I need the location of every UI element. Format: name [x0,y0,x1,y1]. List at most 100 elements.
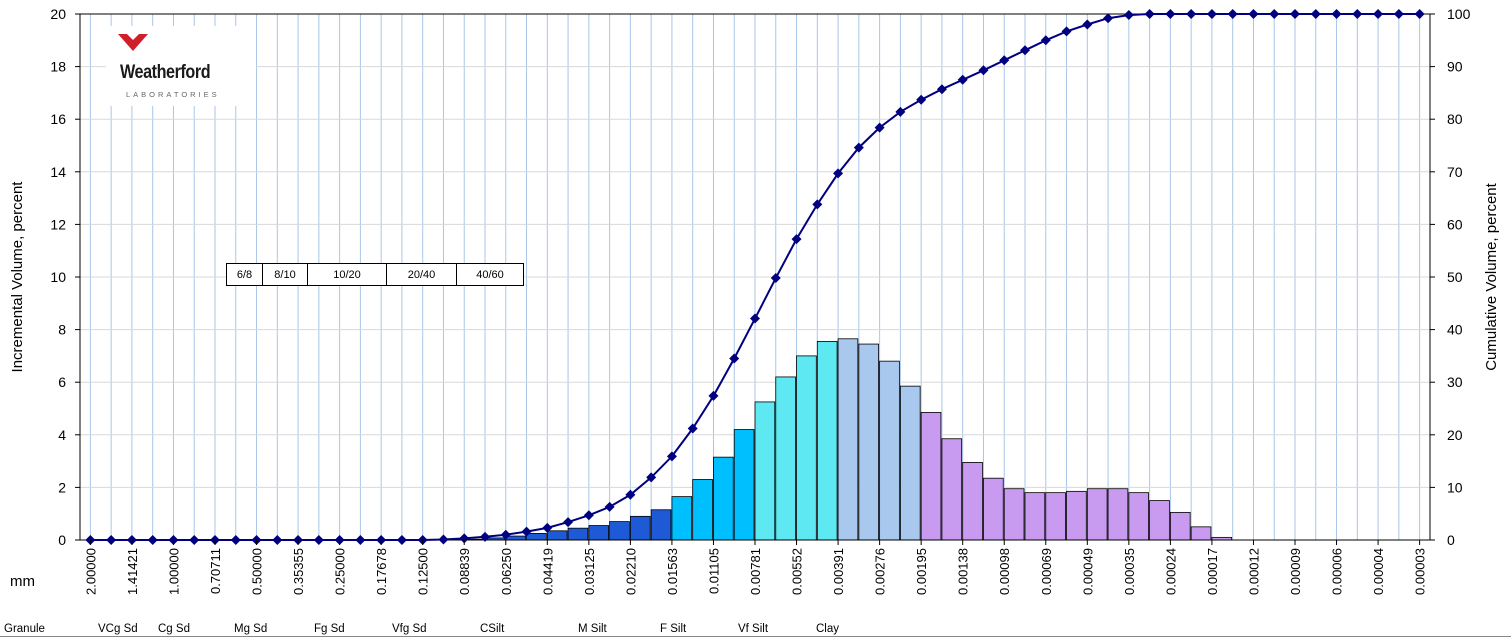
cumulative-point [812,199,823,210]
bar [1086,488,1108,541]
x-tick-label: 0.00017 [1205,548,1220,595]
cumulative-point [563,517,574,528]
cumulative-point [1248,9,1259,19]
x-tick-label: 0.17678 [374,548,389,595]
mesh-box-6-8: 6/8 [226,263,263,286]
x-tick-label: 0.00003 [1413,548,1428,595]
cumulative-point [106,535,117,545]
bar [671,496,693,541]
x-tick-label: 0.04419 [540,548,555,595]
weatherford-logo: Weatherford LABORATORIES [106,26,256,106]
y2-tick-label: 100 [1447,6,1471,22]
mesh-box-8-10: 8/10 [262,263,308,286]
size-class-label: Clay [816,623,839,635]
y2-tick-label: 30 [1447,374,1463,390]
bottom-divider [0,636,1511,637]
x-tick-label: 1.41421 [125,548,140,595]
bar [1024,492,1046,541]
y2-tick-label: 40 [1447,322,1463,338]
x-tick-label: 0.00004 [1371,548,1386,595]
size-class-label: F Silt [660,623,687,635]
bar [1003,488,1025,541]
cumulative-point [147,535,158,545]
x-tick-label: 0.00276 [873,548,888,595]
logo-subtitle: LABORATORIES [126,90,220,99]
size-class-label: Cg Sd [158,623,190,635]
size-class-label: Vf Silt [738,623,769,635]
bar [1045,492,1066,541]
cumulative-point [978,65,989,76]
cumulative-point [1352,9,1363,19]
bar [1190,526,1212,541]
cumulative-point [542,522,553,533]
cumulative-point [957,74,968,85]
bar [733,429,755,541]
y-tick-label: 6 [58,374,66,390]
x-tick-label: 0.06250 [499,548,514,595]
cumulative-point [916,94,927,105]
cumulative-point [313,535,324,545]
bar [713,456,734,541]
bar [816,341,838,541]
cumulative-point [500,529,511,540]
cumulative-point [646,472,657,483]
bar [650,509,672,541]
x-tick-label: 0.00035 [1122,548,1137,595]
cumulative-point [396,535,407,545]
cumulative-point [272,535,283,545]
y2-tick-label: 90 [1447,59,1463,75]
y2-tick-label: 60 [1447,216,1463,232]
bar [1107,488,1129,541]
x-tick-label: 0.25000 [333,548,348,595]
y-tick-label: 14 [50,164,66,180]
bar [837,338,859,541]
y2-tick-label: 50 [1447,269,1463,285]
bar [879,360,900,541]
y-tick-label: 10 [50,269,66,285]
size-class-label: Vfg Sd [392,623,427,635]
cumulative-point [355,535,366,545]
y2-axis-title: Cumulative Volume, percent [1483,182,1500,370]
axis-ticks: 0 2 4 6 8 10 12 14 16 18 20 0 10 20 30 40 50 60 70 80 90 100 2… [50,6,1470,595]
cumulative-point [750,313,760,324]
bar [609,521,630,541]
x-tick-label: 0.70711 [208,548,223,594]
bar [526,533,547,541]
cumulative-point [189,535,200,545]
x-tick-label: 0.12500 [416,548,431,595]
cumulative-point [1269,9,1280,19]
x-tick-label: 0.00012 [1246,548,1261,595]
y-tick-label: 18 [50,59,66,75]
logo-wordmark: Weatherford [120,62,211,83]
x-tick-label: 0.00195 [914,548,929,595]
cumulative-point [770,273,781,284]
cumulative-line-series [85,9,1425,545]
y2-tick-label: 80 [1447,111,1463,127]
cumulative-point [521,526,532,537]
cumulative-point [936,84,947,95]
cumulative-point [604,501,615,512]
cumulative-point [1393,9,1404,19]
bar-series [443,338,1233,541]
bar [941,438,963,541]
x-tick-label: 0.00006 [1330,548,1345,595]
y-tick-label: 8 [58,322,66,338]
x-tick-label: 0.00024 [1163,548,1178,595]
cumulative-point [1144,9,1155,19]
y-tick-label: 2 [58,479,66,495]
cumulative-point [791,234,802,245]
x-tick-label: 0.00069 [1039,548,1054,595]
x-tick-label: 0.00098 [997,548,1012,595]
cumulative-point [459,533,470,544]
bar [920,412,942,541]
size-class-label: M Silt [578,623,608,635]
cumulative-point [1331,9,1342,19]
x-tick-label: 0.08839 [457,548,472,595]
size-class-label: Fg Sd [314,623,345,635]
cumulative-point [1414,9,1425,19]
size-class-label: Granule [4,623,45,635]
y2-tick-label: 10 [1447,479,1463,495]
bar [1149,500,1170,541]
cumulative-point [687,423,698,434]
